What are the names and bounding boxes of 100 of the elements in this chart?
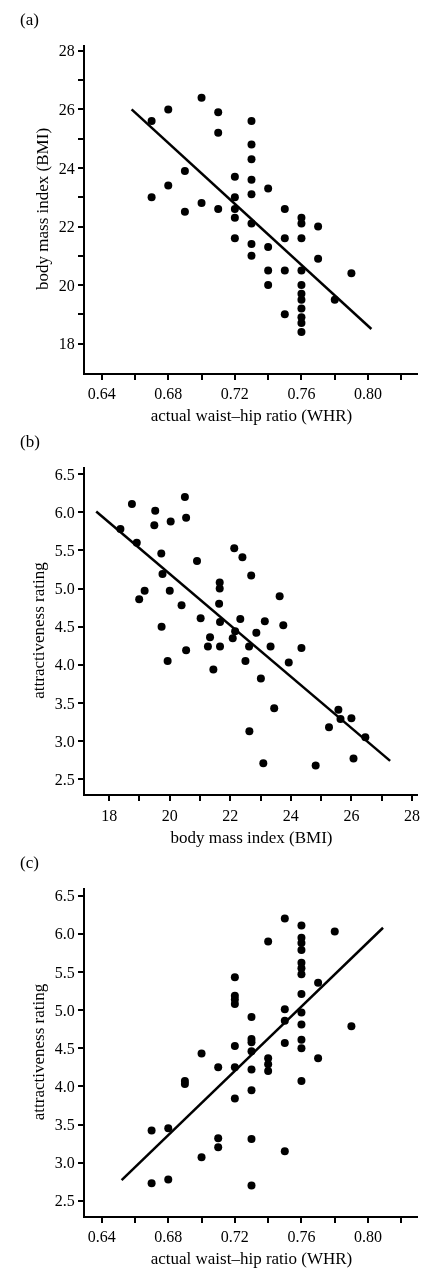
point [127,499,136,508]
point [297,219,306,228]
y-tick-label: 28 [58,42,75,60]
point [247,251,256,260]
point [182,646,191,655]
y-tick-label: 3.5 [54,1116,75,1134]
point [214,108,223,117]
point [157,622,166,631]
point [147,193,156,202]
x-axis-title: actual waist–hip ratio (WHR) [150,1249,353,1269]
x-tick-label: 0.64 [87,1228,116,1246]
y-tick-label: 18 [58,335,75,353]
x-tick-label: 0.68 [154,1228,183,1246]
y-tick-label: 6.5 [54,465,75,483]
point [238,553,247,562]
point [214,1143,223,1152]
y-tick-label: 3.0 [54,732,75,750]
point [347,269,356,278]
point [228,634,237,643]
point [297,921,306,930]
x-tick-label: 0.76 [287,385,316,403]
x-tick-label: 0.72 [220,385,249,403]
point [297,234,306,243]
point [260,617,269,626]
point [197,199,206,208]
y-axis-title: attractiveness rating [28,561,48,699]
point [180,166,189,175]
point [297,945,306,954]
point [214,1134,223,1143]
point [297,939,306,948]
point [196,614,205,623]
point [330,927,339,936]
point [216,642,225,651]
point [297,1044,306,1053]
y-tick-label: 22 [58,218,75,236]
x-tick-label: 24 [282,806,299,824]
point [215,599,224,608]
x-tick-label: 0.64 [87,385,116,403]
x-axis-title: body mass index (BMI) [170,827,333,847]
point [314,222,323,231]
chart-title: (b) [20,432,40,451]
point [230,1041,239,1050]
point [280,234,289,243]
point [215,578,224,587]
point [197,1153,206,1162]
point [247,175,256,184]
point [215,584,224,593]
point [164,181,173,190]
point [247,190,256,199]
y-tick-label: 6.0 [54,925,75,943]
x-axis-title: actual waist–hip ratio (WHR) [150,405,353,425]
point [180,493,189,502]
y-tick-label: 5.5 [54,963,75,981]
point [297,1035,306,1044]
point [230,973,239,982]
point [247,1012,256,1021]
point [280,1005,289,1014]
point [297,295,306,304]
point [164,1175,173,1184]
point [252,628,261,637]
point [264,184,273,193]
point [259,759,268,768]
y-axis-title: body mass index (BMI) [32,127,52,290]
point [165,586,174,595]
y-tick-label: 6.5 [54,887,75,905]
point [177,601,186,610]
y-tick-label: 5.5 [54,542,75,560]
point [325,723,333,732]
y-tick-label: 3.0 [54,1154,75,1172]
point [297,304,306,313]
x-tick-label: 20 [161,806,178,824]
point [264,281,273,290]
point [197,93,206,102]
point [270,704,279,713]
y-tick-label: 24 [58,159,75,177]
point [147,1126,156,1135]
point [247,240,256,249]
point [209,665,218,674]
y-axis-title: attractiveness rating [28,983,48,1121]
point [280,1147,289,1156]
point [314,1054,323,1063]
point [297,1077,306,1086]
point [280,310,289,319]
point [214,128,223,137]
x-tick-label: 28 [403,806,420,824]
y-tick-label: 2.5 [54,770,75,788]
point [297,970,306,979]
point [203,642,212,651]
x-tick-label: 22 [222,806,239,824]
point [297,319,306,328]
x-tick-label: 26 [343,806,360,824]
point [158,570,167,579]
point [245,727,254,736]
point [164,1124,173,1133]
point [275,592,284,601]
point [166,517,175,526]
point [264,1060,273,1069]
point [216,618,225,627]
point [197,1049,206,1058]
point [247,140,256,149]
